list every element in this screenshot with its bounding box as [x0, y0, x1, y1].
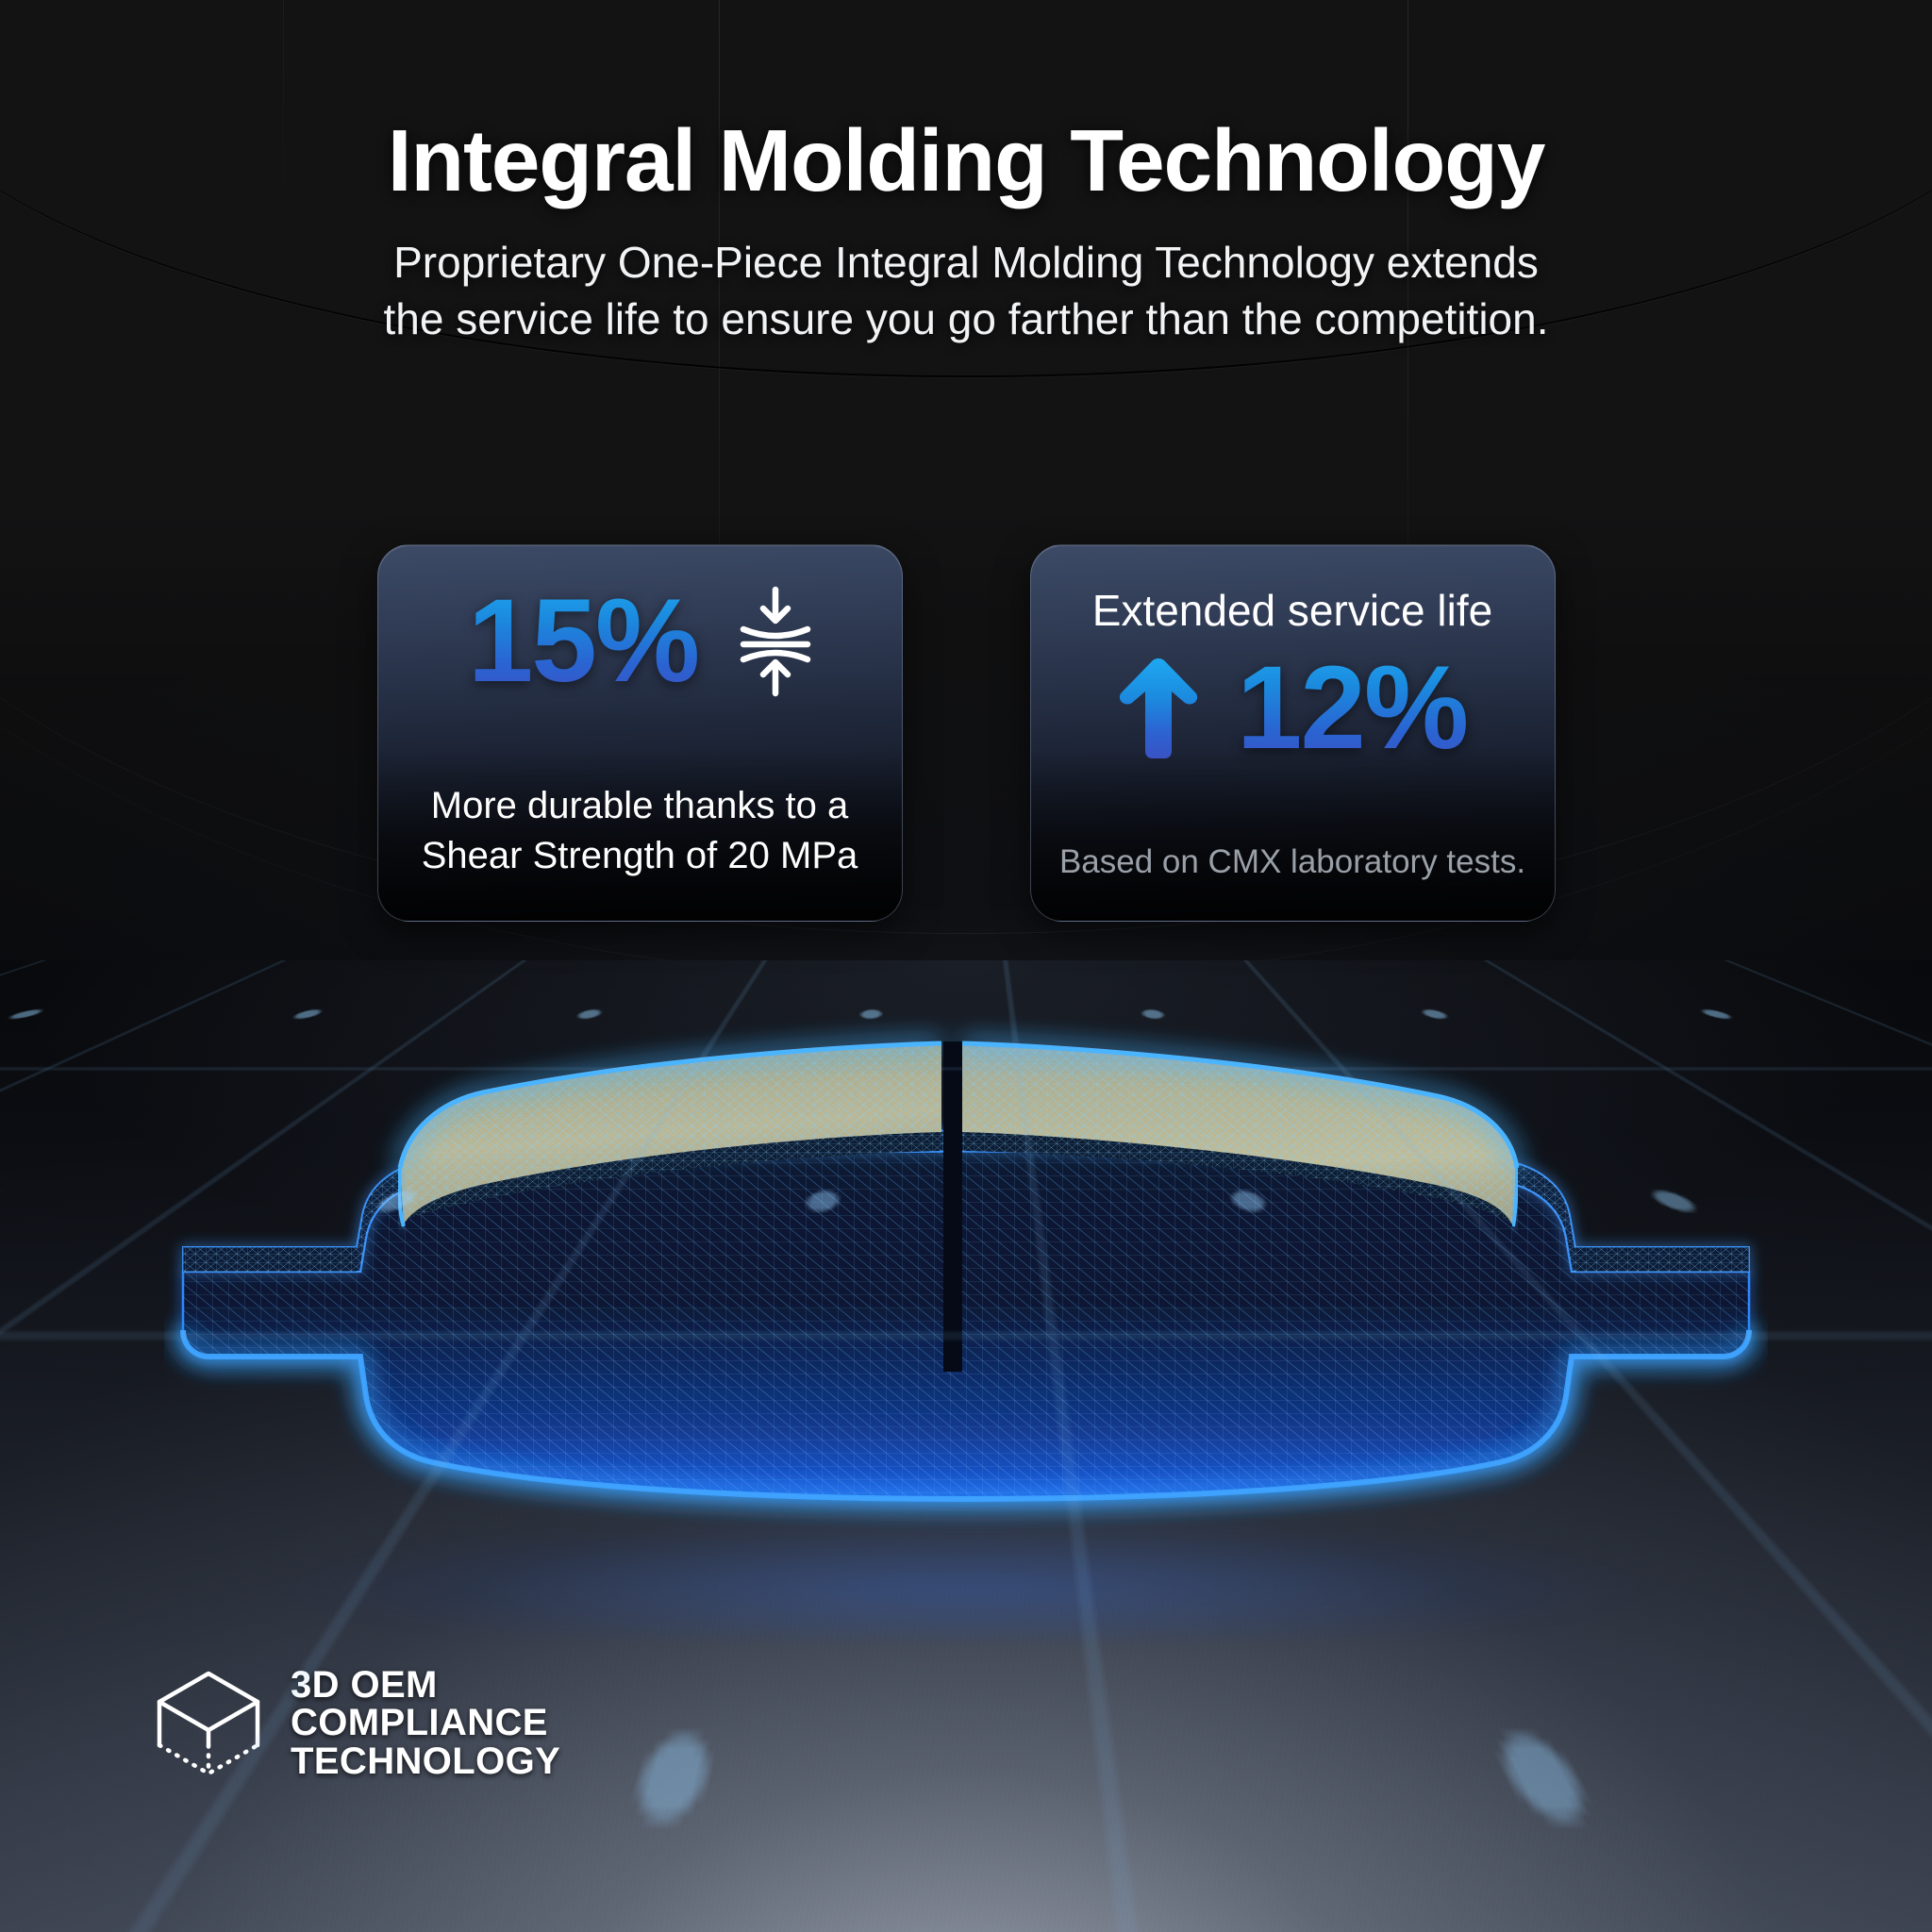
- up-arrow-icon: [1119, 658, 1198, 759]
- page-title: Integral Molding Technology: [387, 111, 1546, 209]
- backing-plate: [180, 1150, 1752, 1502]
- friction-block-right: [959, 1041, 1520, 1228]
- durability-percentage: 15%: [467, 575, 700, 707]
- brand-logo: 3D OEM COMPLIANCE TECHNOLOGY: [151, 1663, 561, 1783]
- center-slot: [941, 1041, 965, 1372]
- pad-geometry: [180, 1041, 1752, 1502]
- friction-block-left: [397, 1041, 944, 1227]
- durability-note: More durable thanks to a Shear Strength …: [421, 785, 858, 877]
- wall-seam-vertical: [719, 0, 720, 943]
- logo-line-1: 3D OEM: [291, 1663, 438, 1706]
- stat-card-group: 15%: [0, 544, 1932, 922]
- brake-pad-wireframe-render: [164, 991, 1768, 1640]
- wall-seam-vertical: [1407, 0, 1408, 830]
- isometric-cube-icon: [157, 1671, 260, 1776]
- page-subtitle: Proprietary One-Piece Integral Molding T…: [383, 237, 1549, 343]
- service-life-percentage: 12%: [1236, 642, 1469, 774]
- service-life-card: Extended service life: [1029, 544, 1556, 922]
- logo-line-3: TECHNOLOGY: [291, 1740, 561, 1783]
- logo-line-2: COMPLIANCE: [291, 1702, 548, 1744]
- plate-mounting-ears: [183, 1245, 1749, 1272]
- logo-wordmark: 3D OEM COMPLIANCE TECHNOLOGY: [291, 1663, 561, 1783]
- background-wall: [0, 0, 1932, 972]
- wall-seam-vertical: [283, 0, 284, 245]
- service-life-heading: Extended service life: [1091, 586, 1493, 635]
- service-life-metric-row: 12%: [1118, 642, 1469, 774]
- durability-metric-row: 15%: [467, 575, 811, 707]
- service-life-footnote: Based on CMX laboratory tests.: [1058, 843, 1526, 880]
- compression-icon: [740, 586, 811, 697]
- durability-card: 15%: [376, 544, 903, 922]
- header: Integral Molding Technology Proprietary …: [0, 115, 1932, 347]
